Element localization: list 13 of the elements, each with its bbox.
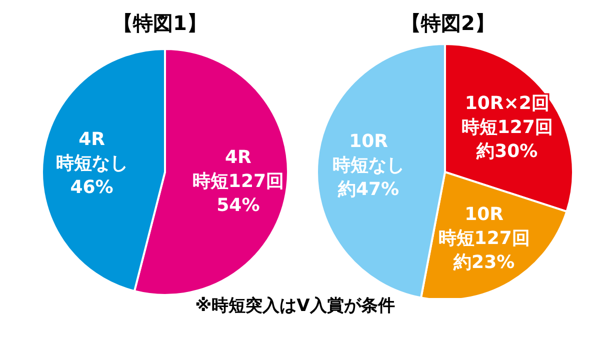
- data-label: 約30%: [476, 140, 538, 162]
- slice-label: 10R時短なし: [332, 130, 405, 176]
- slice-label: 10R×2回時短127回: [461, 92, 553, 138]
- slice-label: 4R時短なし: [56, 128, 128, 174]
- slice-label: 10R時短127回: [438, 204, 530, 249]
- data-label: 46%: [70, 176, 114, 198]
- chart-title: 【特図2】: [400, 10, 496, 37]
- chart-title: 【特図1】: [112, 10, 208, 37]
- slice-label: 4R時短127回: [192, 146, 284, 192]
- text: ※時短突入はV入賞が条件: [194, 295, 396, 317]
- data-label: 54%: [216, 194, 260, 216]
- data-label: 約47%: [336, 178, 400, 200]
- data-label: 約23%: [452, 252, 515, 273]
